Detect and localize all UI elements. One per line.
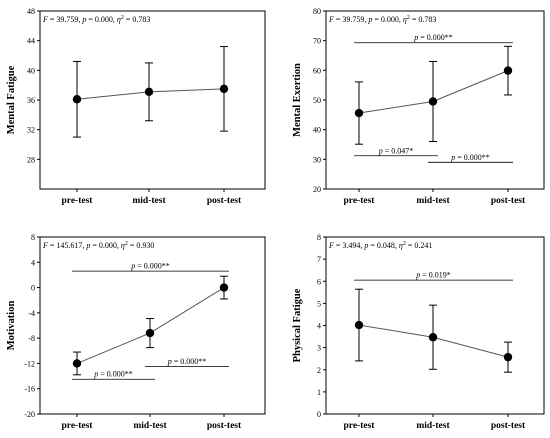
comparison-label: p = 0.000**	[167, 357, 207, 366]
data-point	[72, 95, 82, 104]
data-point	[72, 359, 82, 368]
y-axis-label: Physical Fatigue	[292, 288, 303, 362]
plot-frame	[39, 236, 266, 415]
comparison-label: p = 0.000**	[413, 33, 453, 42]
y-tick-label: 40	[27, 66, 35, 75]
x-tick-label: post-test	[491, 421, 526, 431]
x-tick-label: post-test	[491, 196, 526, 206]
data-point	[503, 352, 513, 362]
y-tick-label: 28	[27, 155, 35, 164]
y-tick-label: 30	[313, 155, 321, 164]
y-tick-label: 4	[31, 258, 35, 267]
y-tick-label: 60	[313, 66, 321, 75]
comparison-label: p = 0.000**	[130, 262, 170, 271]
data-point	[144, 87, 154, 97]
data-point	[503, 66, 513, 75]
y-axis-label: Mental Exertion	[292, 63, 303, 137]
y-tick-label: -8	[28, 334, 35, 343]
y-tick-label: 4	[317, 322, 321, 331]
y-tick-label: 0	[317, 410, 321, 419]
data-point	[354, 320, 364, 330]
data-point	[428, 97, 438, 106]
y-tick-label: 7	[317, 255, 321, 264]
y-tick-label: 3	[317, 344, 321, 353]
y-tick-label: 8	[317, 233, 321, 242]
y-tick-label: 44	[27, 37, 35, 46]
y-tick-label: 50	[313, 96, 321, 105]
comparison-label: p = 0.047*	[378, 146, 414, 155]
x-tick-label: mid-test	[132, 196, 166, 206]
y-tick-label: 8	[31, 233, 35, 242]
chart-panel-4: 0 1 2 3 4 5 6 7 8 pre-test mid-test post-test Physic…	[292, 233, 545, 431]
y-tick-label: -4	[28, 309, 35, 318]
x-tick-label: pre-test	[344, 196, 376, 206]
anova-stats: F = 39.759, p = 0.000, η2 = 0.783	[42, 15, 150, 24]
comparison-label: p = 0.019*	[415, 271, 451, 280]
x-tick-label: pre-test	[344, 421, 376, 431]
y-tick-label: 1	[317, 388, 321, 397]
data-point	[354, 108, 364, 118]
y-tick-label: -20	[24, 410, 35, 419]
data-point	[219, 84, 229, 94]
chart-panel-2: 20 30 40 50 60 70 80 pre-test mid-test post-test M…	[292, 7, 545, 206]
x-tick-label: mid-test	[133, 421, 167, 431]
anova-stats: F = 3.494, p = 0.048, η2 = 0.241	[328, 241, 432, 250]
x-tick-label: post-test	[207, 421, 242, 431]
y-axis-label: Mental Fatigue	[6, 65, 17, 134]
y-tick-label: -16	[24, 385, 35, 394]
x-tick-label: pre-test	[62, 421, 94, 431]
chart-panel-1: 28 32 36 40 44 48 pre-test mid-test post-test Men…	[6, 7, 266, 206]
y-tick-label: 6	[317, 277, 321, 286]
y-axis-label: Motivation	[6, 301, 17, 351]
y-tick-label: 48	[27, 7, 35, 16]
x-tick-label: post-test	[207, 196, 242, 206]
x-tick-label: mid-test	[416, 421, 450, 431]
y-tick-label: 2	[317, 366, 321, 375]
y-tick-label: 0	[31, 284, 35, 293]
data-point	[145, 328, 155, 338]
data-point	[428, 333, 438, 342]
chart-panel-3: -20 -16 -12 -8 -4 0 4 8 pre-test mid-test post-tes…	[6, 233, 266, 431]
data-point	[219, 283, 229, 292]
y-tick-label: 70	[313, 37, 321, 46]
y-tick-label: 20	[313, 185, 321, 194]
y-tick-label: 80	[313, 7, 321, 16]
y-tick-label: 36	[27, 96, 35, 105]
comparison-label: p = 0.000**	[450, 153, 490, 162]
x-tick-label: mid-test	[416, 196, 450, 206]
comparison-label: p = 0.000**	[93, 370, 133, 379]
anova-stats: F = 39.759, p = 0.000, η2 = 0.783	[328, 15, 436, 24]
y-tick-label: 32	[27, 126, 35, 135]
x-tick-label: pre-test	[62, 196, 94, 206]
y-tick-label: -12	[24, 359, 35, 368]
anova-stats: F = 145.617, p = 0.000, η2 = 0.930	[42, 241, 154, 250]
y-tick-label: 40	[313, 126, 321, 135]
y-tick-label: 5	[317, 299, 321, 308]
